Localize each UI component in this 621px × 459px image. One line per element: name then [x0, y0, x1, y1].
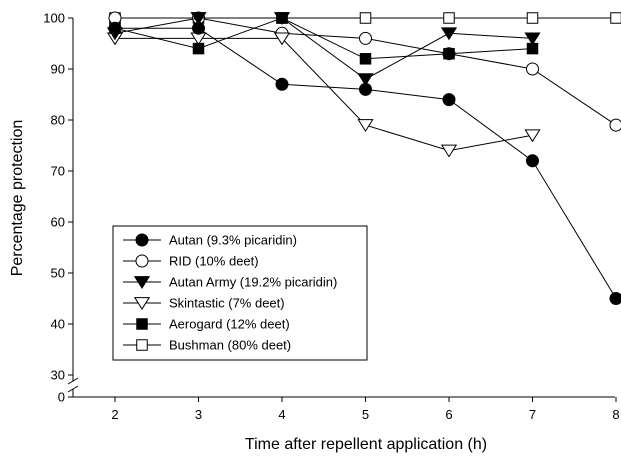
series-triangle-down-open: [106, 32, 541, 158]
data-point: [273, 32, 291, 46]
data-point: [610, 12, 621, 24]
data-point: [609, 118, 621, 132]
legend-label: Aerogard (12% deet): [169, 317, 290, 332]
legend-box: [112, 225, 368, 361]
data-point: [190, 12, 207, 25]
series-line: [114, 17, 533, 80]
data-point: [275, 77, 289, 91]
data-point: [526, 154, 539, 168]
legend-label: Autan (9.3% picaridin): [169, 233, 297, 248]
data-point: [440, 27, 458, 41]
y-tick-label: 40: [51, 317, 65, 332]
y-tick-label: 90: [51, 62, 65, 77]
y-tick-label: 80: [51, 113, 65, 128]
x-tick-label: 7: [529, 407, 536, 422]
legend-marker: [136, 318, 148, 330]
data-point: [192, 42, 205, 55]
y-tick-label: 60: [51, 215, 65, 230]
axes: 30 40 50 60 70 80 90 100 0 2 3 4 5 6 7 8: [43, 11, 619, 423]
y-axis-break-mark: [67, 385, 79, 393]
x-axis-title: Time after repellent application (h): [245, 436, 487, 453]
legend-label: RID (10% deet): [169, 254, 259, 269]
legend: Autan (9.3% picaridin) RID (10% deet) Auta…: [112, 225, 368, 361]
data-point: [524, 32, 541, 46]
y-tick-label: 100: [43, 11, 65, 26]
series-layer: [106, 11, 621, 305]
y-tick-label: 50: [51, 266, 65, 281]
x-tick-label: 3: [195, 407, 202, 422]
data-point: [359, 31, 372, 45]
series-circle-filled: [108, 21, 621, 305]
y-axis-title: Percentage protection: [9, 120, 26, 277]
series-triangle-down-filled: [106, 12, 541, 87]
legend-marker: [133, 297, 151, 310]
series-circle-open: [108, 11, 621, 132]
y-tick-label: 30: [51, 368, 65, 383]
x-tick-label: 2: [111, 407, 118, 422]
legend-marker: [135, 254, 149, 268]
data-point: [443, 12, 455, 24]
data-point: [526, 62, 539, 76]
x-tick-label: 4: [278, 407, 285, 422]
data-point: [359, 53, 372, 65]
data-point: [359, 12, 372, 24]
legend-label: Bushman (80% deet): [169, 338, 291, 353]
y-tick-label: 70: [51, 164, 65, 179]
legend-marker: [136, 339, 148, 351]
data-point: [443, 47, 455, 60]
legend-label: Autan Army (19.2% picaridin): [169, 275, 337, 290]
legend-marker: [133, 276, 151, 289]
data-point: [526, 12, 539, 24]
x-tick-label: 8: [612, 407, 619, 422]
series-line: [114, 17, 533, 60]
series-line: [115, 37, 533, 152]
data-point: [440, 144, 458, 158]
data-point: [192, 21, 205, 35]
data-point: [442, 93, 456, 107]
y-axis-break-mark: [67, 377, 79, 385]
data-point: [609, 292, 621, 305]
data-point: [273, 12, 291, 25]
data-point: [524, 129, 541, 143]
series-square-filled: [109, 12, 539, 65]
data-point: [108, 21, 122, 35]
data-point: [357, 73, 374, 87]
y-tick-label: 0: [58, 390, 65, 405]
data-point: [357, 119, 374, 133]
x-tick-label: 5: [362, 407, 369, 422]
legend-marker: [135, 233, 149, 247]
data-point: [359, 82, 372, 96]
legend-label: Skintastic (7% deet): [169, 296, 285, 311]
x-tick-label: 6: [445, 407, 452, 422]
